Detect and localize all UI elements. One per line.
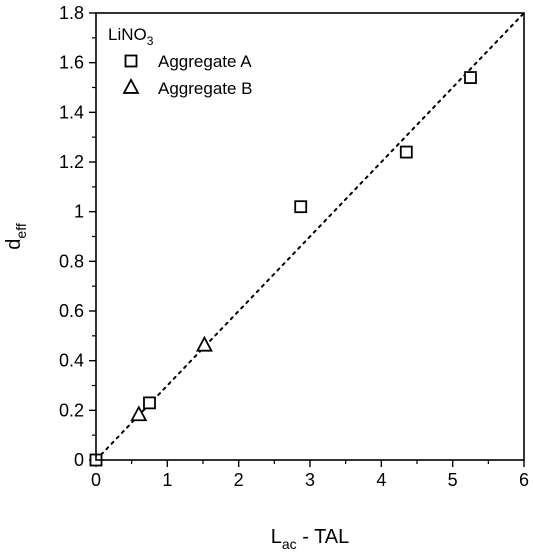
x-tick-label: 4 xyxy=(376,470,386,490)
legend-aggregate-b-marker xyxy=(122,78,140,94)
y-tick-label: 0 xyxy=(74,450,84,470)
x-tick-label: 2 xyxy=(234,470,244,490)
legend-aggregate-a-marker xyxy=(124,54,138,68)
x-tick-label: 0 xyxy=(91,470,101,490)
y-tick-label: 0.8 xyxy=(59,251,84,271)
y-tick-label: 0.4 xyxy=(59,351,84,371)
x-tick-label: 5 xyxy=(448,470,458,490)
y-tick-label: 1.4 xyxy=(59,102,84,122)
tick-labels: 0 1 2 3 4 5 6 0 0.2 0.4 0.6 0.8 1 1.2 1.4 1.6 1.8 xyxy=(59,3,529,490)
y-tick-label: 0.2 xyxy=(59,400,84,420)
y-tick-label: 1.6 xyxy=(59,53,84,73)
reference-line-layer xyxy=(95,12,525,461)
aggregate-b-point xyxy=(195,335,213,352)
y-axis-title: deff xyxy=(3,223,29,250)
legend-title: LiNO3 xyxy=(108,25,154,48)
x-tick-label: 1 xyxy=(162,470,172,490)
x-axis-title: Lac - TAL xyxy=(271,526,350,552)
aggregate-b-point xyxy=(130,405,148,422)
plot-area-frame xyxy=(95,12,525,461)
x-tick-label: 3 xyxy=(305,470,315,490)
y-tick-label: 1 xyxy=(74,202,84,222)
legend-aggregate-b-label: Aggregate B xyxy=(158,79,253,98)
legend-aggregate-a-label: Aggregate A xyxy=(158,52,252,71)
legend: LiNO3 Aggregate A Aggregate B xyxy=(108,25,253,98)
reference-line xyxy=(95,12,525,461)
legend-entries: Aggregate A Aggregate B xyxy=(122,52,253,98)
aggregate-a-point xyxy=(464,71,477,84)
x-tick-label: 6 xyxy=(519,470,529,490)
data-points xyxy=(89,71,477,467)
aggregate-a-point xyxy=(143,396,156,410)
y-tick-label: 1.2 xyxy=(59,152,84,172)
y-tick-label: 0.6 xyxy=(59,301,84,321)
aggregate-a-point xyxy=(294,200,308,214)
y-tick-label: 1.8 xyxy=(59,3,84,23)
aggregate-a-point xyxy=(399,145,413,159)
